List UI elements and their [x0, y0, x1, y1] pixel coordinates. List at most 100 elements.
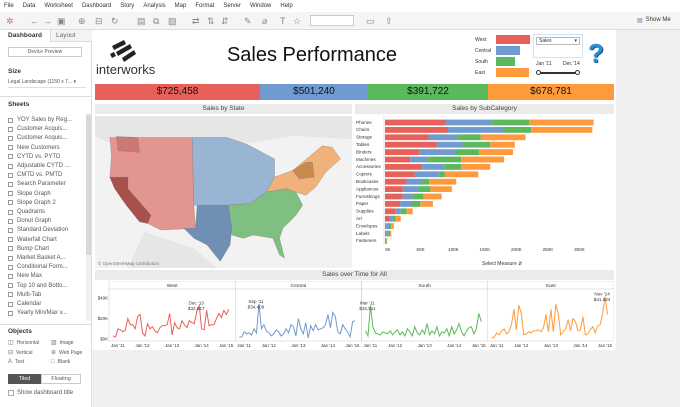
sheet-item[interactable]: Donut Graph	[8, 218, 51, 224]
sort-desc-icon[interactable]: ⇵	[221, 16, 229, 26]
menu-worksheet[interactable]: Worksheet	[44, 3, 73, 9]
object-image[interactable]: ▨ Image	[51, 339, 74, 347]
menu-format[interactable]: Format	[195, 3, 215, 9]
image-icon: ▨	[51, 340, 57, 346]
presentation-icon[interactable]: ▭	[366, 16, 375, 26]
sheet-item[interactable]: Customer Acquis...	[8, 126, 67, 132]
size-dropdown[interactable]: Legal Landscape (1150 x 7... ▾	[8, 79, 86, 88]
x-tick-label: Jan '14	[573, 343, 588, 348]
menu-help[interactable]: Help	[280, 3, 293, 9]
help-icon[interactable]: ?	[588, 38, 604, 68]
slider-handle-end[interactable]	[575, 70, 580, 75]
object-blank[interactable]: □ Blank	[51, 359, 71, 365]
sheet-item[interactable]: New Max	[8, 273, 42, 279]
back-icon[interactable]: ←	[30, 16, 39, 26]
y-tick-label: $40K	[98, 296, 108, 301]
panel-frame	[487, 281, 614, 342]
measure-select[interactable]: Sales ▾	[536, 37, 580, 45]
bar-segment-east	[406, 208, 413, 215]
sheet-item[interactable]: Calendar	[8, 301, 41, 307]
menu-data[interactable]: Data	[22, 3, 36, 9]
legend-swatch[interactable]	[496, 35, 530, 44]
menu-analysis[interactable]: Analysis	[143, 3, 166, 9]
object-web-page[interactable]: ⊕ Web Page	[51, 349, 83, 357]
sheet-item[interactable]: Yearly Min/Max v...	[8, 310, 67, 316]
new-datasource-icon[interactable]: ⊕	[78, 16, 86, 26]
pause-icon[interactable]: ⊟	[95, 16, 103, 26]
share-icon[interactable]: ⇪	[385, 16, 393, 26]
bar-segment-central	[445, 119, 493, 126]
sheet-item[interactable]: YOY Sales by Reg...	[8, 117, 72, 123]
bar-segment-east	[531, 127, 593, 133]
tableau-logo-icon[interactable]: ✲	[6, 16, 14, 26]
label-icon[interactable]: T	[280, 16, 286, 26]
menu-window[interactable]: Window	[250, 3, 272, 9]
show-title-checkbox[interactable]: Show dashboard title	[8, 390, 73, 396]
sheet-item[interactable]: Slope Graph 2	[8, 200, 56, 206]
state-california	[109, 176, 152, 224]
swap-icon[interactable]: ⇄	[192, 16, 200, 26]
refresh-icon[interactable]: ↻	[111, 16, 119, 26]
sheet-item[interactable]: Waterfall Chart	[8, 237, 57, 243]
sheet-item[interactable]: CMTD vs. PMTD	[8, 172, 62, 178]
bar-segment-east	[478, 149, 513, 155]
sheets-label: Sheets	[8, 101, 30, 108]
x-tick-label: Jan '11	[364, 343, 378, 348]
object-text[interactable]: A Text	[8, 359, 25, 365]
sheet-item[interactable]: Adjustable CYTD ...	[8, 163, 70, 169]
category-label: Art	[356, 216, 363, 221]
menu-file[interactable]: File	[4, 3, 14, 9]
sheets-scrollbar[interactable]	[86, 113, 91, 321]
tiled-button[interactable]: Tiled	[8, 374, 41, 384]
sheet-item[interactable]: Top 10 and Botto...	[8, 283, 67, 289]
slider-handle-start[interactable]	[536, 70, 541, 75]
legend-swatch[interactable]	[496, 46, 520, 55]
highlight-icon[interactable]: ✎	[244, 16, 252, 26]
floating-button[interactable]: Floating	[41, 374, 81, 384]
line-west	[112, 303, 230, 338]
sheet-item[interactable]: Multi-Tab	[8, 292, 41, 298]
tab-dashboard[interactable]: Dashboard	[0, 30, 50, 42]
date-range-slider[interactable]	[536, 70, 580, 75]
legend-swatch[interactable]	[496, 68, 529, 77]
device-preview-button[interactable]: Device Preview	[8, 47, 82, 57]
select-measure-label[interactable]: Select Measure ⇵	[482, 261, 523, 267]
annotation-value: $34,409	[248, 304, 265, 309]
sheet-item[interactable]: Quadrants	[8, 209, 45, 215]
sheet-item[interactable]: Search Parameter	[8, 181, 66, 187]
save-icon[interactable]: ▣	[57, 16, 66, 26]
dashboard-title: Sales Performance	[226, 44, 398, 66]
sheet-item[interactable]: Bump Chart	[8, 246, 49, 252]
x-tick-label: Jan '13	[418, 343, 433, 348]
clear-icon[interactable]: ▧	[168, 16, 177, 26]
forward-icon[interactable]: →	[43, 16, 52, 26]
sheet-item[interactable]: CYTD vs. PYTD	[8, 154, 60, 160]
menu-dashboard[interactable]: Dashboard	[81, 3, 112, 9]
category-label: Labels	[356, 231, 370, 236]
show-me-button[interactable]: ▤ Show Me	[637, 17, 671, 24]
annotation-value: $41,524	[594, 297, 611, 302]
bar-segment-central	[386, 230, 389, 237]
sort-asc-icon[interactable]: ⇅	[207, 16, 215, 26]
sheet-item[interactable]: New Customers	[8, 145, 60, 151]
sales-map[interactable]: © OpenStreetMap contributors	[95, 116, 352, 268]
sheet-item[interactable]: Slope Graph	[8, 191, 51, 197]
menu-map[interactable]: Map	[174, 3, 187, 9]
sheet-item[interactable]: Customer Acquis...	[8, 135, 67, 141]
tab-layout[interactable]: Layout	[50, 30, 92, 42]
new-sheet-icon[interactable]: ▤	[137, 16, 146, 26]
duplicate-icon[interactable]: ⧉	[153, 16, 160, 26]
fit-dropdown[interactable]	[310, 15, 354, 26]
object-horizontal[interactable]: ◫ Horizontal	[8, 339, 40, 347]
group-icon[interactable]: ⌀	[262, 16, 268, 26]
pin-icon[interactable]: ☆	[293, 16, 302, 26]
sheet-item[interactable]: Standard Deviation	[8, 227, 68, 233]
menu-server[interactable]: Server	[223, 3, 242, 9]
category-label: Furnishings	[356, 194, 380, 199]
menu-story[interactable]: Story	[120, 3, 135, 9]
sheet-item[interactable]: Conditional Form...	[8, 264, 68, 270]
legend-swatch[interactable]	[496, 57, 516, 66]
sheet-item[interactable]: Market Basket A...	[8, 255, 66, 261]
legend-label: East	[475, 70, 486, 76]
object-vertical[interactable]: ⊟ Vertical	[8, 349, 33, 357]
